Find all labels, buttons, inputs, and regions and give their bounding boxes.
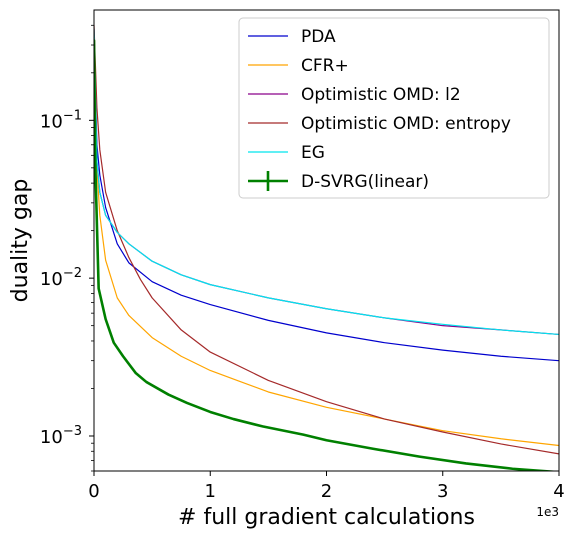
- series-line-pda: [94, 44, 559, 362]
- legend-label: CFR+: [301, 56, 349, 76]
- legend-label: Optimistic OMD: entropy: [301, 114, 511, 134]
- y-tick-label: 10−2: [40, 266, 82, 290]
- x-axis-label: # full gradient calculations: [178, 505, 475, 530]
- x-tick-label: 3: [437, 481, 448, 502]
- legend-label: EG: [301, 143, 325, 163]
- x-tick-label: 4: [553, 481, 564, 502]
- legend-box: [238, 17, 550, 199]
- legend-label: PDA: [301, 27, 336, 47]
- series-layer: [94, 24, 559, 471]
- series-line-eg: [94, 28, 559, 336]
- axes-layer: 0 1 2 3 4 10−3 10−2 10−1: [40, 9, 565, 502]
- y-axis-label: duality gap: [8, 179, 33, 303]
- legend-label: D-SVRG(linear): [301, 172, 429, 192]
- legend: PDA CFR+ Optimistic OMD: l2 Optimistic OMD:…: [238, 17, 550, 199]
- series-line-d-svrg-linear: [94, 39, 559, 471]
- x-tick-label: 1: [205, 481, 216, 502]
- series-line-cfr: [94, 72, 559, 447]
- legend-label: Optimistic OMD: l2: [301, 85, 461, 105]
- y-tick-label: 10−3: [40, 424, 82, 448]
- x-tick-label: 0: [88, 481, 99, 502]
- series-line-optimistic-omd-entropy: [94, 24, 559, 455]
- x-tick-label: 2: [321, 481, 332, 502]
- x-axis-offset-label: 1e3: [536, 505, 559, 519]
- y-tick-label: 10−1: [40, 108, 82, 132]
